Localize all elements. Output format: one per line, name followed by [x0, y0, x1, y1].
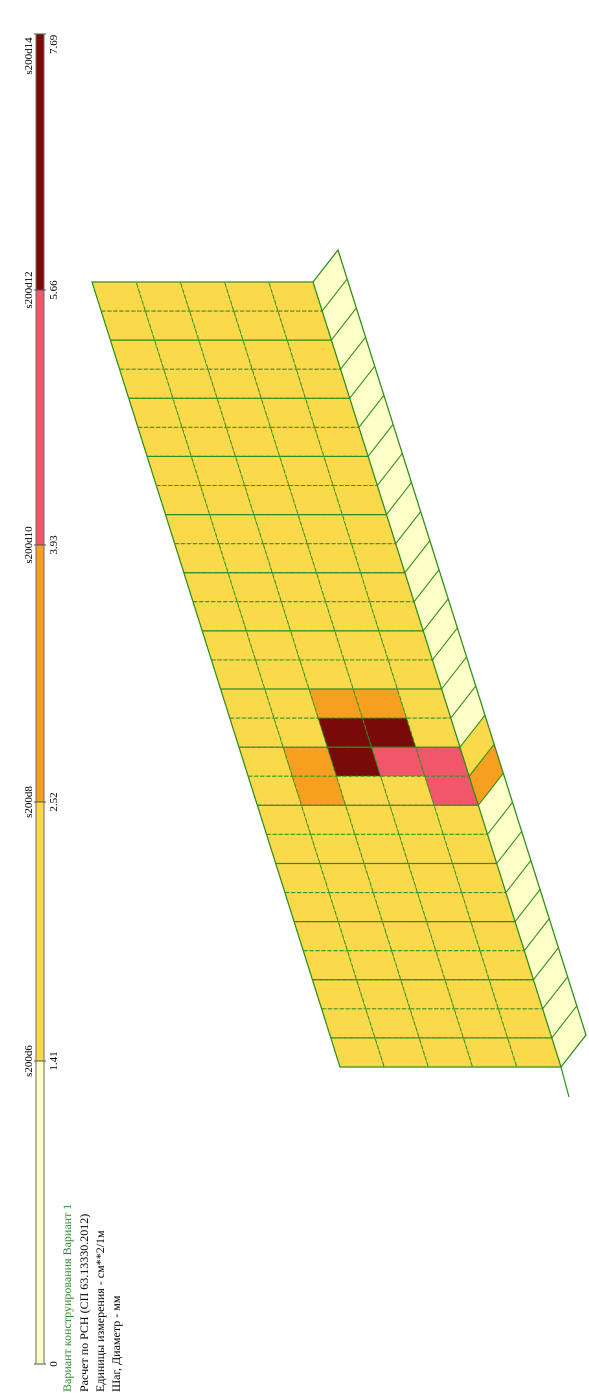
- caption-line-1: Расчет по РСН (СП 63.13330.2012): [77, 1214, 91, 1392]
- legend-value-3: 3.93: [48, 535, 60, 555]
- legend-bar-4: [35, 289, 45, 546]
- caption-line-3: Шаг, Диаметр - мм: [109, 1295, 123, 1392]
- slab-corner-line: [560, 1066, 570, 1098]
- legend-value-1: 1.41: [48, 1051, 60, 1070]
- caption-block: Вариант конструирования Вариант 1 Расчет…: [60, 1204, 123, 1392]
- legend-label-1: s200d6: [23, 1045, 35, 1077]
- legend-label-5: s200d14: [23, 37, 35, 75]
- caption-title: Вариант конструирования Вариант 1: [60, 1204, 74, 1392]
- legend-value-0: 0: [48, 1361, 60, 1367]
- legend-label-2: s200d8: [23, 786, 35, 818]
- legend-label-4: s200d12: [23, 271, 35, 308]
- caption-line-2: Единицы измерения - см**2/1м: [93, 1230, 107, 1392]
- legend-bar-5: [35, 33, 45, 291]
- color-legend: 0 1.41 2.52 3.93 5.66 7.69 s200d6 s200d8 s200d1…: [23, 33, 60, 1367]
- legend-label-3: s200d10: [23, 526, 35, 564]
- legend-bars: [34, 33, 46, 1365]
- slab-plate: [91, 248, 587, 1098]
- legend-value-5: 7.69: [48, 34, 60, 54]
- legend-bar-1: [35, 1060, 45, 1365]
- legend-labels: s200d6 s200d8 s200d10 s200d12 s200d14: [23, 37, 35, 1077]
- legend-bar-3: [35, 544, 45, 803]
- legend-values: 0 1.41 2.52 3.93 5.66 7.69: [48, 34, 60, 1367]
- legend-bar-2: [35, 801, 45, 1062]
- legend-value-4: 5.66: [48, 280, 60, 300]
- slab-edge-outline: [312, 248, 587, 1068]
- legend-value-2: 2.52: [48, 792, 60, 811]
